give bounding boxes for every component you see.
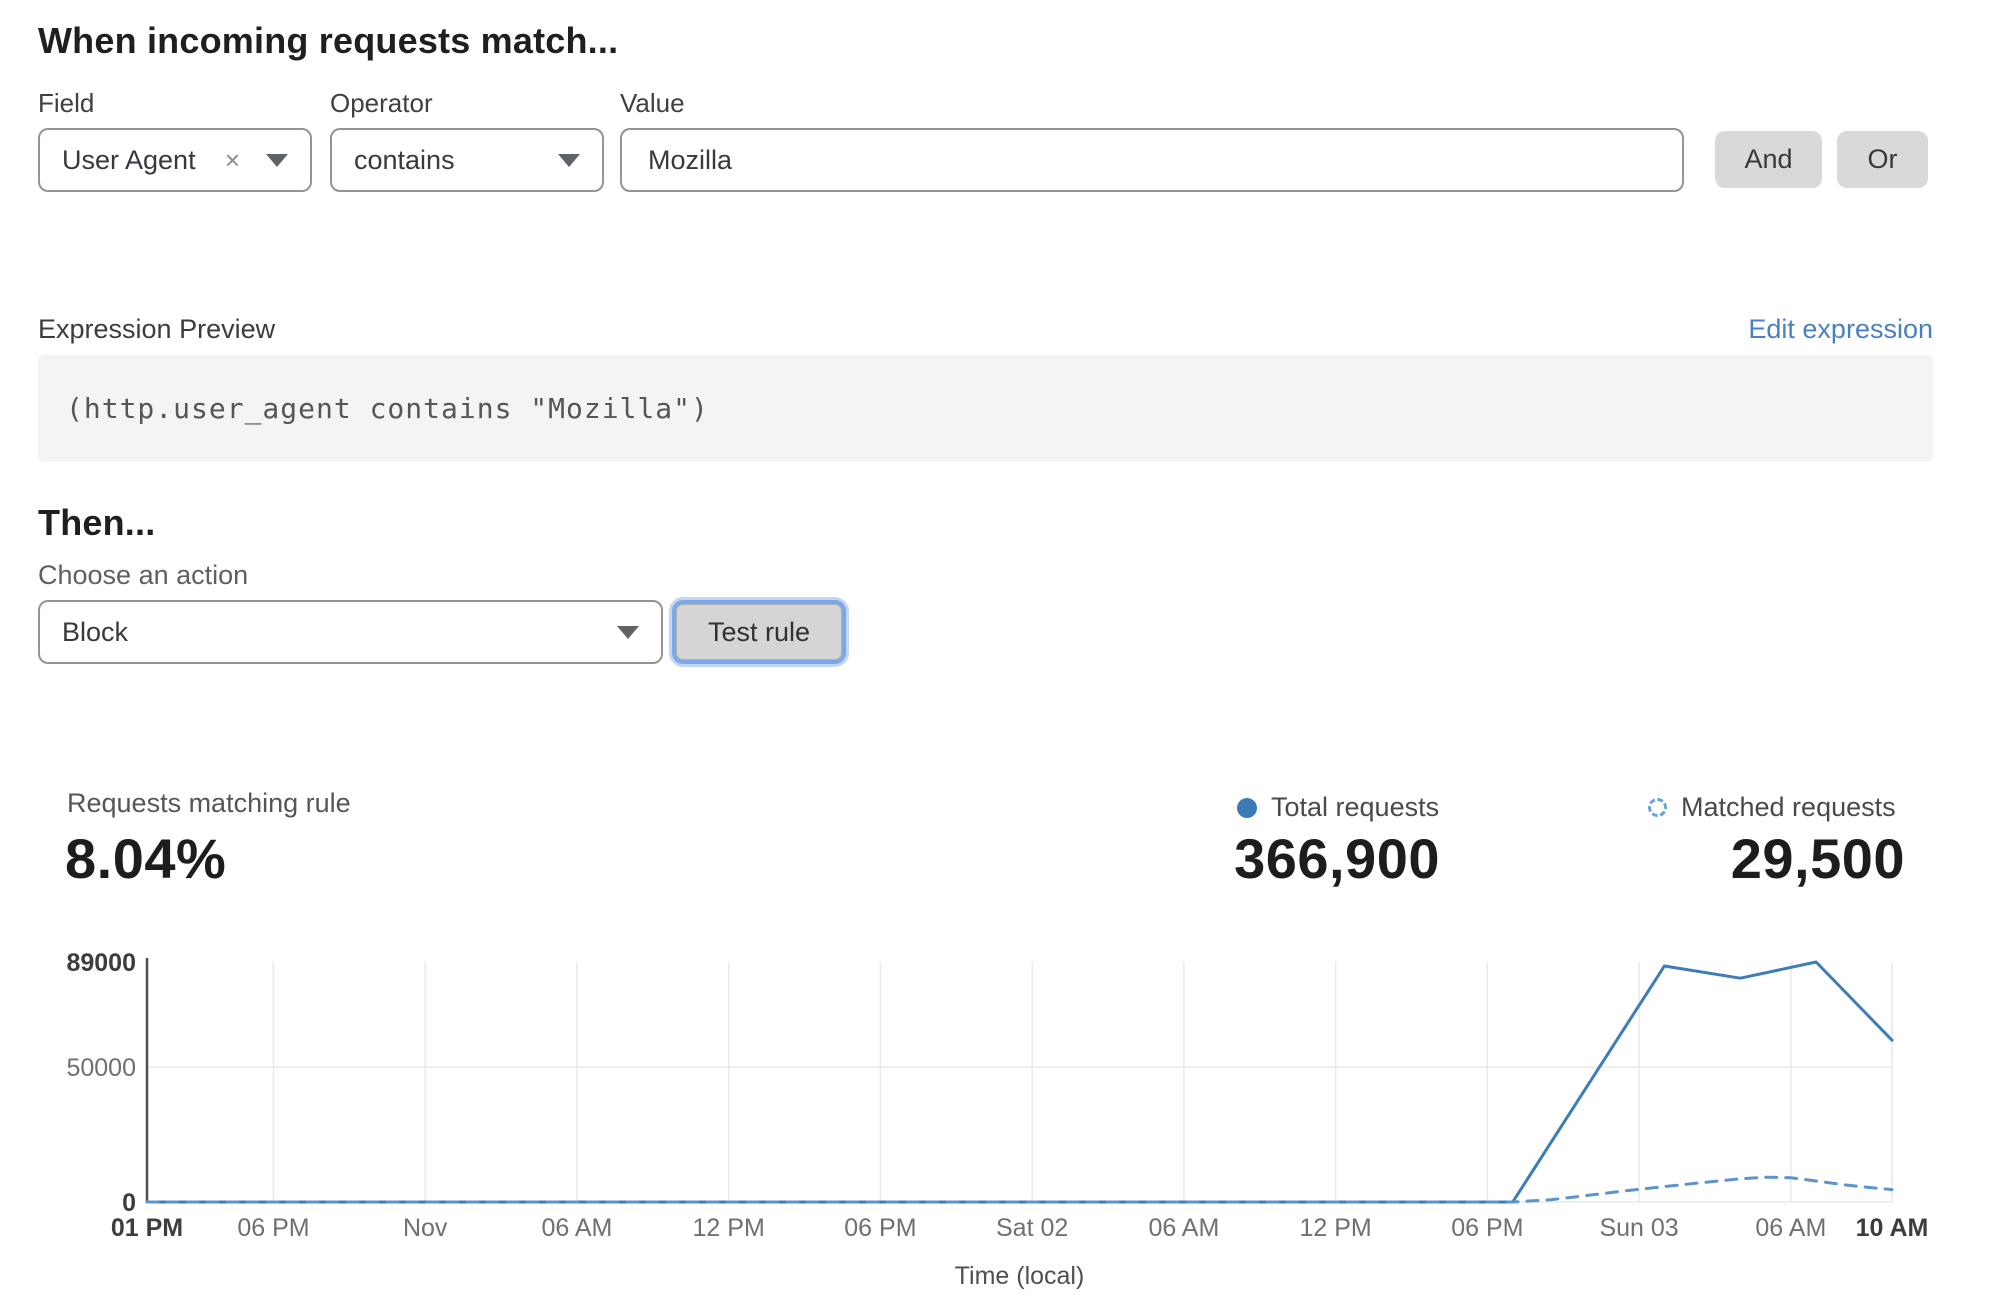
requests-matching-value: 8.04% [65,827,227,890]
value-label: Value [620,88,685,118]
edit-expression-link[interactable]: Edit expression [1748,314,1933,344]
test-rule-button[interactable]: Test rule [676,604,842,660]
and-button[interactable]: And [1715,131,1822,188]
value-input[interactable] [620,128,1684,192]
requests-time-series-chart: 0 50000 89000 01 PM 06 PM Nov 06 AM 12 PM 06 PM S… [66,949,1929,1290]
operator-label: Operator [330,88,433,118]
x-tick-label: 12 PM [1299,1214,1371,1242]
field-select[interactable]: User Agent × [38,128,312,192]
total-requests-legend: Total requests [1237,792,1439,823]
or-button[interactable]: Or [1837,131,1928,188]
field-label: Field [38,88,95,118]
x-tick-label: 06 AM [1148,1214,1219,1242]
y-tick-label: 0 [122,1189,136,1217]
expression-code: (http.user_agent contains "Mozilla") [66,392,709,425]
series-matched-requests [145,1175,1894,1204]
x-tick-label: Sat 02 [996,1214,1068,1242]
x-tick-label: 06 PM [237,1214,309,1242]
operator-select-value: contains [354,144,455,175]
matched-requests-label: Matched requests [1681,792,1896,822]
x-tick-label: 12 PM [693,1214,765,1242]
x-axis-title: Time (local) [955,1262,1085,1290]
choose-action-label: Choose an action [38,560,249,590]
chevron-down-icon [617,625,639,639]
y-tick-label: 89000 [66,949,136,977]
x-tick-label: Sun 03 [1599,1214,1678,1242]
clear-field-icon[interactable]: × [224,144,240,175]
operator-select[interactable]: contains [330,128,604,192]
total-requests-dot-icon [1237,797,1257,818]
total-requests-value: 366,900 [1234,827,1440,890]
matched-requests-dashed-circle-icon [1648,798,1667,817]
field-select-value: User Agent [62,144,196,175]
total-requests-label: Total requests [1271,792,1440,822]
matched-requests-value: 29,500 [1730,827,1905,890]
x-tick-label: Nov [403,1214,448,1242]
expression-code-block: (http.user_agent contains "Mozilla") [38,355,1933,462]
action-select[interactable]: Block [38,600,663,664]
action-select-value: Block [62,616,129,647]
x-tick-label: 06 PM [1451,1214,1523,1242]
x-tick-label: 01 PM [111,1214,183,1242]
x-tick-label: 10 AM [1856,1214,1929,1242]
chevron-down-icon [266,153,288,167]
then-heading: Then... [38,502,156,543]
chevron-down-icon [558,153,580,167]
x-tick-label: 06 AM [1755,1214,1826,1242]
expression-preview-label: Expression Preview [38,314,276,344]
y-tick-label: 50000 [66,1054,136,1082]
series-total-requests [145,960,1894,1204]
requests-matching-label: Requests matching rule [67,788,351,818]
x-tick-label: 06 PM [844,1214,916,1242]
page-title: When incoming requests match... [38,20,619,61]
x-tick-label: 06 AM [541,1214,612,1242]
matched-requests-legend: Matched requests [1648,792,1896,823]
